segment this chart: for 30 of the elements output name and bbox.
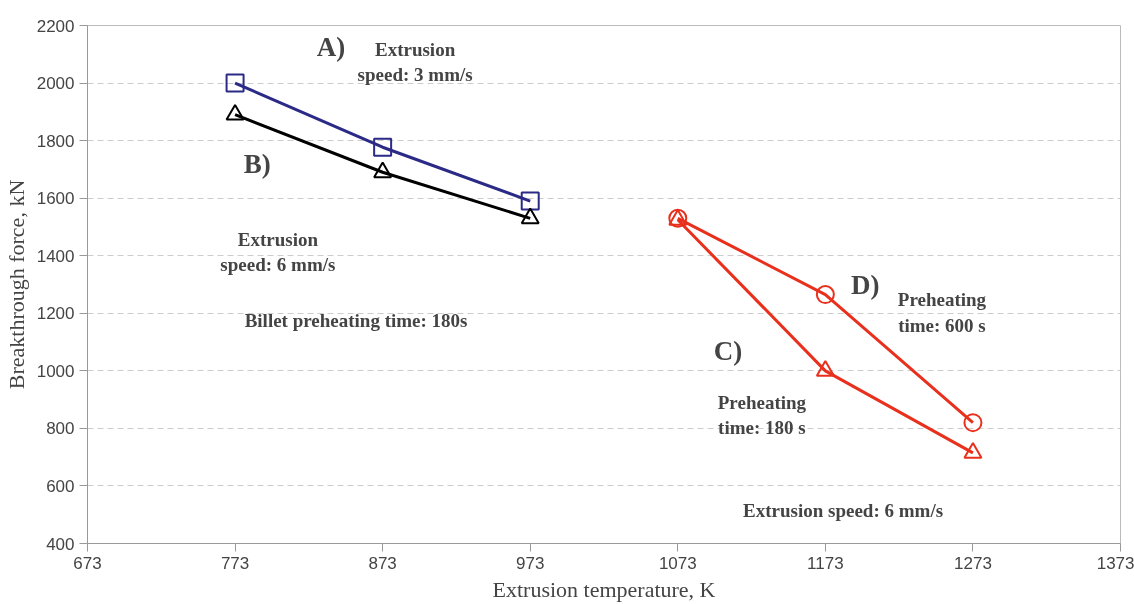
- x-tick-label: 1173: [807, 553, 844, 573]
- annotation: Preheating time: 600 s: [897, 289, 987, 336]
- annotation: C): [713, 335, 743, 366]
- y-tick-label: 1000: [36, 361, 75, 381]
- x-tick-label: 873: [368, 553, 397, 573]
- x-tick-label: 773: [220, 553, 250, 573]
- x-tick-label: 1273: [954, 553, 992, 573]
- y-tick-label: 2000: [36, 74, 75, 94]
- y-tick-label: 1600: [36, 189, 75, 209]
- y-tick-label: 1800: [36, 131, 75, 151]
- x-tick-label: 673: [73, 553, 102, 573]
- y-tick-label: 800: [46, 419, 75, 439]
- annotation: B): [243, 148, 271, 179]
- y-tick-label: 1400: [36, 246, 75, 266]
- x-axis-title: Extrusion temperature, K: [492, 576, 716, 602]
- y-tick-label: 600: [46, 476, 75, 496]
- y-tick-label: 2200: [36, 16, 75, 36]
- annotation: Billet preheating time: 180s: [244, 309, 468, 331]
- annotation: Extrusion speed: 6 mm/s: [743, 499, 944, 521]
- annotation: Extrusion speed: 3 mm/s: [357, 38, 473, 85]
- annotation: Extrusion speed: 6 mm/s: [220, 228, 336, 276]
- y-tick-label: 400: [46, 534, 75, 554]
- x-tick-label: 1373: [1096, 553, 1134, 573]
- y-tick-label: 1200: [36, 304, 75, 324]
- annotation: Preheating time: 180 s: [717, 391, 807, 438]
- annotation: A): [316, 31, 346, 62]
- x-tick-label: 1073: [658, 553, 697, 573]
- annotation: D): [850, 269, 880, 300]
- x-tick-label: 973: [516, 553, 545, 573]
- y-axis-title: Breakthrough force, kN: [3, 179, 29, 390]
